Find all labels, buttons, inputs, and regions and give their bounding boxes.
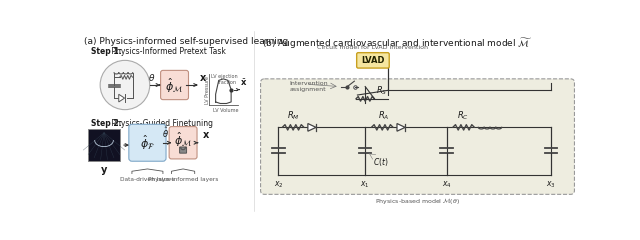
Text: $R_S$: $R_S$	[376, 84, 387, 96]
Text: $\theta$: $\theta$	[148, 72, 156, 83]
FancyBboxPatch shape	[260, 79, 575, 194]
Text: $x_1$: $x_1$	[360, 180, 370, 190]
FancyBboxPatch shape	[356, 53, 389, 68]
Text: Circuit model for LVAD intervention: Circuit model for LVAD intervention	[317, 45, 428, 50]
Bar	[88, 129, 120, 161]
Text: (b) Augmented cardiovascular and interventional model $\widetilde{\mathcal{M}}$: (b) Augmented cardiovascular and interve…	[262, 36, 532, 51]
Text: $R_C$: $R_C$	[458, 109, 469, 122]
Text: $C(t)$: $C(t)$	[373, 156, 388, 168]
Polygon shape	[397, 124, 405, 131]
Polygon shape	[308, 124, 316, 131]
Text: Physics-informed layers: Physics-informed layers	[148, 177, 218, 182]
Text: $R_M$: $R_M$	[287, 109, 300, 122]
Text: LV Volume: LV Volume	[213, 108, 239, 113]
Text: Physics-Guided Finetuning: Physics-Guided Finetuning	[109, 119, 212, 128]
Text: Data-driven layers: Data-driven layers	[120, 177, 175, 182]
Text: $x_3$: $x_3$	[547, 180, 556, 190]
Circle shape	[100, 60, 150, 110]
Text: $x_2$: $x_2$	[273, 180, 284, 190]
FancyBboxPatch shape	[180, 147, 187, 153]
Text: Step 1:: Step 1:	[91, 47, 122, 56]
Text: $x_4$: $x_4$	[442, 180, 451, 190]
Text: $\hat{\phi}_{\mathcal{M}}$: $\hat{\phi}_{\mathcal{M}}$	[166, 76, 184, 94]
Text: (a) Physics-informed self-supervised learning: (a) Physics-informed self-supervised lea…	[84, 36, 288, 46]
FancyBboxPatch shape	[129, 124, 166, 161]
Text: $\hat{\theta}$: $\hat{\theta}$	[162, 126, 169, 140]
Text: LV Pressure: LV Pressure	[205, 76, 210, 104]
Text: $\mathbf{x}$: $\mathbf{x}$	[198, 73, 207, 83]
Text: Step 2:: Step 2:	[91, 119, 122, 128]
Text: Intervention
assignment: Intervention assignment	[289, 81, 328, 92]
Text: LV ejection
fraction: LV ejection fraction	[211, 74, 237, 85]
Text: $\hat{\phi}_{\mathcal{M}}$: $\hat{\phi}_{\mathcal{M}}$	[174, 130, 192, 148]
FancyBboxPatch shape	[169, 126, 197, 159]
Text: $R_A$: $R_A$	[378, 109, 389, 122]
Text: $\mathbf{y}$: $\mathbf{y}$	[100, 165, 108, 177]
Text: $\mathbf{x}$: $\mathbf{x}$	[202, 131, 210, 140]
Polygon shape	[119, 94, 125, 102]
Text: Physics-Informed Pretext Task: Physics-Informed Pretext Task	[109, 47, 225, 56]
FancyBboxPatch shape	[161, 70, 189, 100]
Text: $\hat{\phi}_{\mathcal{F}}$: $\hat{\phi}_{\mathcal{F}}$	[140, 134, 155, 152]
Text: $\bar{\mathbf{x}}$: $\bar{\mathbf{x}}$	[241, 77, 248, 88]
Text: LVAD: LVAD	[361, 56, 385, 65]
Text: Physics-based model $\mathcal{M}(\theta)$: Physics-based model $\mathcal{M}(\theta)…	[374, 196, 460, 206]
